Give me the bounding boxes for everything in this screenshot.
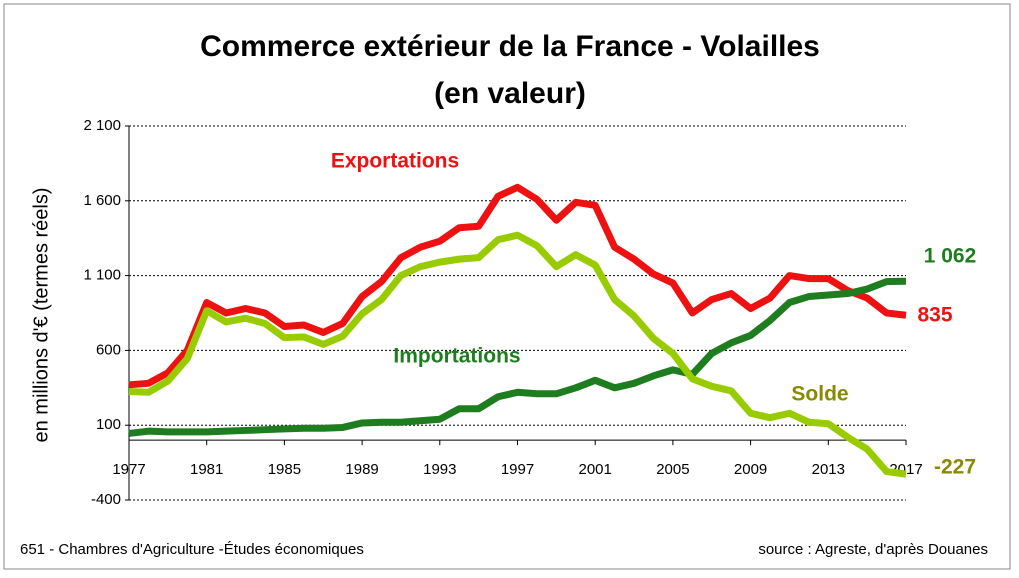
series-label: Importations: [393, 345, 520, 368]
y-tick-label: 600: [96, 341, 121, 358]
x-tick-label: 1981: [190, 461, 223, 478]
x-tick-label: 2001: [579, 461, 612, 478]
y-tick-label: 2 100: [83, 117, 121, 134]
chart-title: Commerce extérieur de la France - Volail…: [200, 30, 820, 63]
x-tick-label: 2005: [656, 461, 689, 478]
y-tick-label: 100: [96, 416, 121, 433]
end-value-label: 835: [917, 304, 952, 327]
x-tick-label: 1985: [268, 461, 301, 478]
series-label: Exportations: [331, 150, 459, 173]
series-label: Solde: [791, 383, 848, 406]
end-value-label: -227: [934, 456, 976, 479]
y-axis-label: en millions d'€ (termes réels): [30, 187, 52, 442]
series-line: [128, 231, 907, 478]
x-tick-label: 2009: [734, 461, 767, 478]
series-line: [128, 183, 907, 389]
x-tick-label: 1997: [501, 461, 534, 478]
y-tick-label: 1 100: [83, 267, 121, 284]
x-tick-label: 2013: [812, 461, 845, 478]
x-tick-label: 1977: [112, 461, 145, 478]
y-tick-label: -400: [91, 491, 121, 508]
series-line: [128, 277, 907, 437]
x-tick-label: 1993: [423, 461, 456, 478]
chart-subtitle: (en valeur): [434, 77, 586, 110]
y-tick-label: 1 600: [83, 192, 121, 209]
end-value-label: 1 062: [924, 245, 977, 268]
footer-left: 651 - Chambres d'Agriculture -Études éco…: [20, 541, 364, 558]
footer-right: source : Agreste, d'après Douanes: [758, 541, 988, 558]
x-tick-label: 1989: [345, 461, 378, 478]
